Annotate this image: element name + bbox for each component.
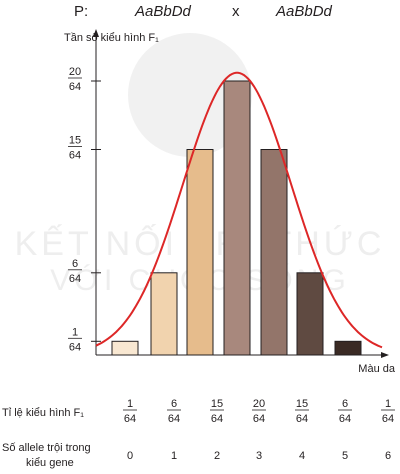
y-tick-label-15-denominator: 64: [69, 150, 81, 162]
ratio-cell-2-denominator: 64: [211, 413, 223, 425]
y-tick-label-20-denominator: 64: [69, 81, 81, 93]
row-allele-label-line-1: Số allele trội trong: [2, 442, 91, 454]
ratio-cell-6-denominator: 64: [382, 413, 394, 425]
y-tick-label-20-numerator: 20: [69, 66, 81, 78]
allele-cell-6: 6: [385, 450, 391, 462]
y-tick-label-15-numerator: 15: [69, 135, 81, 147]
normal-curve: [95, 71, 383, 349]
y-axis-arrow: [93, 29, 99, 37]
row-allele-label-line-2: kiểu gene: [26, 457, 74, 469]
cross-parent-1: AaBbDd: [134, 3, 192, 20]
summary-table: Tỉ lệ kiểu hình F₁ Số allele trội trong …: [2, 398, 395, 469]
x-axis-label: Màu da: [358, 363, 396, 375]
ratio-cell-0-denominator: 64: [124, 413, 136, 425]
bar-4: [260, 149, 288, 356]
cross-header: P: AaBbDd x AaBbDd: [74, 3, 333, 20]
y-axis-label: Tần số kiểu hình F₁: [64, 32, 159, 44]
ratio-cell-4-numerator: 15: [296, 398, 308, 410]
bar-1: [150, 272, 178, 356]
y-tick-label-1-denominator: 64: [69, 341, 81, 353]
ratio-cell-1-numerator: 6: [171, 398, 177, 410]
allele-cell-4: 4: [299, 450, 305, 462]
allele-cell-5: 5: [342, 450, 348, 462]
allele-cell-3: 3: [256, 450, 262, 462]
allele-cell-2: 2: [214, 450, 220, 462]
bar-6: [334, 340, 362, 356]
row-ratio-label: Tỉ lệ kiểu hình F₁: [2, 407, 84, 419]
ratio-cell-5: 664: [338, 398, 352, 425]
x-axis-arrow: [381, 352, 389, 358]
bar-2: [186, 149, 214, 356]
ratio-cell-4-denominator: 64: [296, 413, 308, 425]
bar-3: [223, 80, 251, 356]
cross-symbol: x: [232, 3, 240, 20]
ratio-cell-1-denominator: 64: [168, 413, 180, 425]
y-tick-label-1: 164: [68, 326, 82, 353]
bar-5: [296, 272, 324, 356]
ratio-cell-6: 164: [381, 398, 395, 425]
ratio-cell-6-numerator: 1: [385, 398, 391, 410]
allele-cell-0: 0: [127, 450, 133, 462]
y-tick-label-6-denominator: 64: [69, 273, 81, 285]
y-tick-label-6: 664: [68, 258, 82, 285]
ratio-cell-3-numerator: 20: [253, 398, 265, 410]
ratio-cell-0-numerator: 1: [127, 398, 133, 410]
ratio-cell-1: 664: [167, 398, 181, 425]
y-tick-label-6-numerator: 6: [72, 258, 78, 270]
allele-cells: 0 1 2 3 4 5 6: [127, 450, 391, 462]
ratio-cell-2-numerator: 15: [211, 398, 223, 410]
bars: [111, 80, 362, 356]
ratio-cell-5-denominator: 64: [339, 413, 351, 425]
y-tick-label-1-numerator: 1: [72, 326, 78, 338]
cross-parent-2: AaBbDd: [275, 3, 333, 20]
cross-label: P:: [74, 3, 88, 20]
ratio-cell-5-numerator: 6: [342, 398, 348, 410]
bar-0: [111, 340, 139, 356]
allele-cell-1: 1: [171, 450, 177, 462]
ratio-cell-0: 164: [123, 398, 137, 425]
ratio-cell-3-denominator: 64: [253, 413, 265, 425]
watermark-logo: [128, 33, 252, 157]
